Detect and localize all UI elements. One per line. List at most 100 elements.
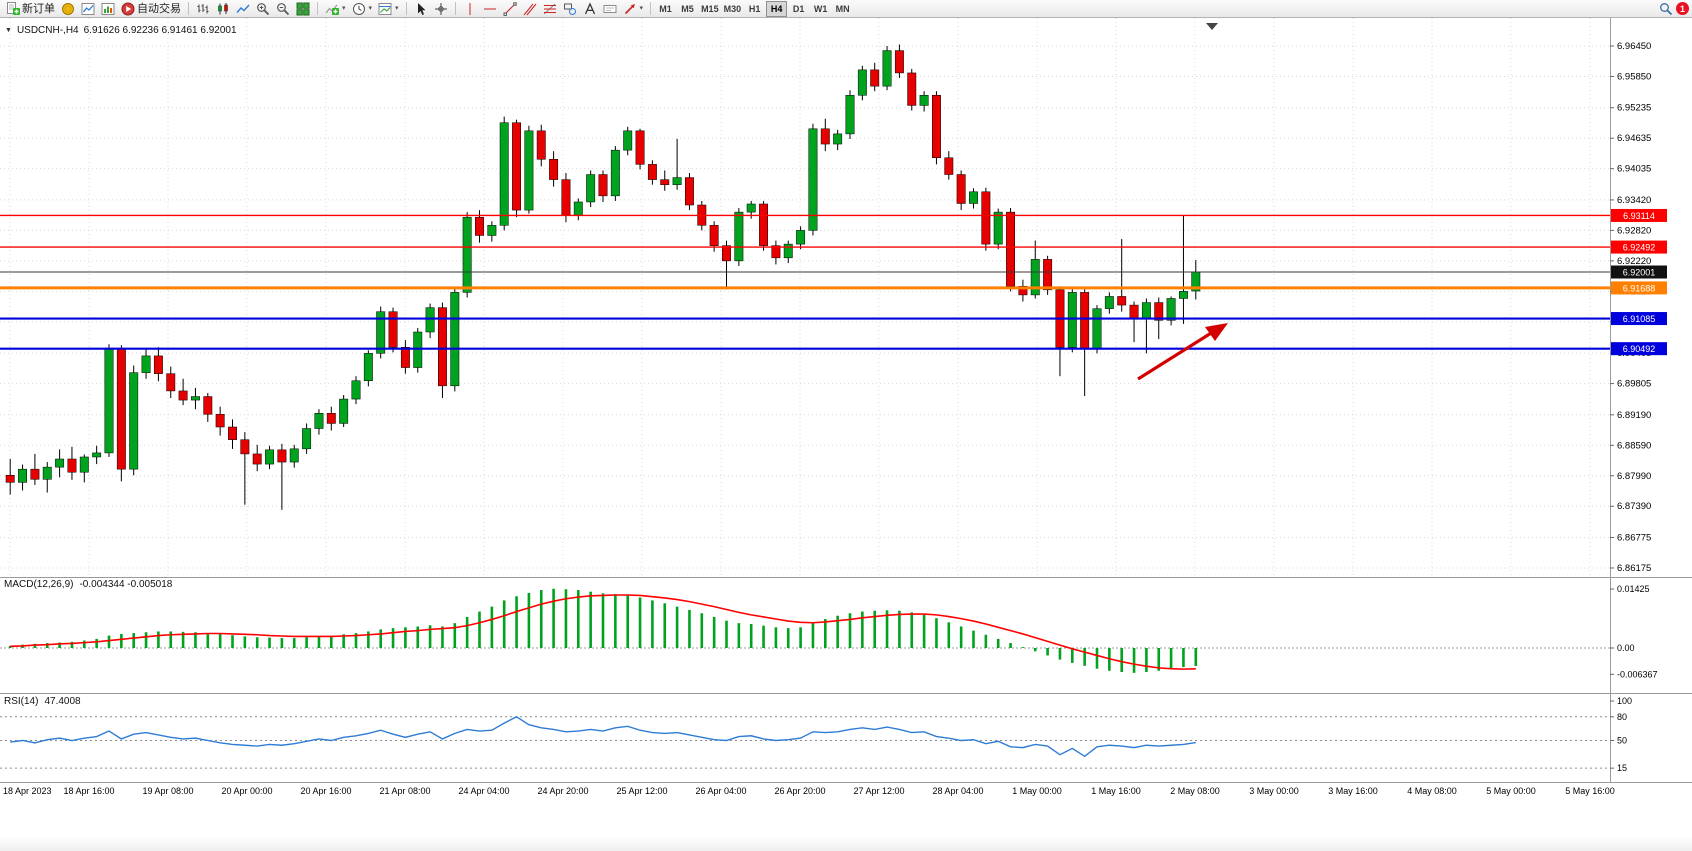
chart-menu-icon[interactable]: ▼ [5, 27, 12, 34]
channel-tool-button[interactable] [520, 1, 540, 17]
line-chart-type-button[interactable] [233, 1, 253, 17]
svg-text:100: 100 [1617, 696, 1632, 706]
svg-text:1 May 16:00: 1 May 16:00 [1091, 786, 1141, 796]
svg-text:26 Apr 04:00: 26 Apr 04:00 [695, 786, 746, 796]
chart-canvas[interactable]: 6.96450 6.95850 6.95235 6.94635 6.94035 6.934… [0, 18, 1692, 800]
cursor-button[interactable] [411, 1, 431, 17]
svg-text:19 Apr 08:00: 19 Apr 08:00 [142, 786, 193, 796]
timeframe-mn-button[interactable]: MN [832, 1, 853, 17]
cursor-icon [414, 2, 428, 16]
svg-text:6.93114: 6.93114 [1623, 211, 1655, 221]
toolbar-separator [188, 2, 189, 15]
templates-button[interactable]: ▾ [375, 1, 402, 17]
channel-icon [523, 2, 537, 16]
text-tool-icon [583, 1, 597, 16]
terminal-button[interactable] [98, 1, 118, 17]
svg-text:20 Apr 16:00: 20 Apr 16:00 [300, 786, 351, 796]
trendline-tool-button[interactable] [500, 1, 520, 17]
crosshair-icon [434, 2, 448, 16]
auto-trading-label: 自动交易 [137, 2, 181, 15]
svg-text:3 May 16:00: 3 May 16:00 [1328, 786, 1378, 796]
indicators-button[interactable]: ▾ [322, 1, 349, 17]
crosshair-button[interactable] [431, 1, 451, 17]
svg-text:-0.006367: -0.006367 [1617, 669, 1658, 679]
timeframe-m5-button[interactable]: M5 [677, 1, 698, 17]
chart-shift-marker [1206, 23, 1218, 30]
text-label-tool-button[interactable] [600, 1, 620, 17]
tile-windows-icon [296, 2, 310, 16]
price-axis[interactable]: 6.96450 6.95850 6.95235 6.94635 6.94035 6.934… [1610, 41, 1667, 574]
indicators-icon [325, 2, 339, 16]
timeframe-d1-button[interactable]: D1 [788, 1, 809, 17]
zoom-in-button[interactable] [253, 1, 273, 17]
time-axis[interactable]: 18 Apr 2023 18 Apr 16:00 19 Apr 08:00 20 Ap… [3, 786, 1615, 796]
caret-down-icon: ▾ [342, 4, 346, 12]
svg-text:27 Apr 12:00: 27 Apr 12:00 [853, 786, 904, 796]
svg-text:6.95235: 6.95235 [1617, 103, 1651, 114]
svg-text:6.96450: 6.96450 [1617, 41, 1651, 52]
zoom-out-button[interactable] [273, 1, 293, 17]
timeframe-m1-button[interactable]: M1 [655, 1, 676, 17]
search-icon [1659, 2, 1673, 16]
navigator-button[interactable] [78, 1, 98, 17]
search-button[interactable] [1656, 1, 1676, 17]
timeframe-h1-button[interactable]: H1 [744, 1, 765, 17]
fibonacci-tool-button[interactable] [540, 1, 560, 17]
new-order-button[interactable]: 新订单 [3, 1, 58, 17]
line-chart-type-icon [236, 2, 250, 16]
svg-text:24 Apr 20:00: 24 Apr 20:00 [537, 786, 588, 796]
arrow-annotation [1137, 323, 1228, 381]
arrows-tool-button[interactable]: ▾ [620, 1, 647, 17]
zoom-in-icon [256, 2, 270, 16]
timeframe-group: M1 M5 M15 M30 H1 H4 D1 W1 MN [655, 0, 853, 17]
svg-text:25 Apr 12:00: 25 Apr 12:00 [616, 786, 667, 796]
shapes-tool-button[interactable] [560, 1, 580, 17]
timeframe-m30-button[interactable]: M30 [722, 1, 744, 17]
svg-text:15: 15 [1617, 763, 1627, 773]
svg-text:80: 80 [1617, 712, 1627, 722]
svg-text:28 Apr 04:00: 28 Apr 04:00 [932, 786, 983, 796]
auto-trading-icon [121, 2, 135, 16]
svg-text:20 Apr 00:00: 20 Apr 00:00 [221, 786, 272, 796]
arrow-tool-icon [623, 2, 637, 16]
svg-text:18 Apr 16:00: 18 Apr 16:00 [63, 786, 114, 796]
notification-badge[interactable]: 1 [1676, 2, 1689, 15]
svg-text:1 May 00:00: 1 May 00:00 [1012, 786, 1062, 796]
svg-text:5 May 00:00: 5 May 00:00 [1486, 786, 1536, 796]
chart-window[interactable]: 6.96450 6.95850 6.95235 6.94635 6.94035 6.934… [0, 18, 1692, 800]
bar-chart-type-button[interactable] [193, 1, 213, 17]
svg-text:26 Apr 20:00: 26 Apr 20:00 [774, 786, 825, 796]
caret-down-icon: ▾ [639, 4, 644, 12]
market-watch-button[interactable] [58, 1, 78, 17]
svg-text:6.86775: 6.86775 [1617, 532, 1651, 543]
text-tool-button[interactable] [580, 1, 600, 17]
macd-panel [0, 588, 1610, 673]
vertical-line-tool-button[interactable] [460, 1, 480, 17]
svg-text:6.90492: 6.90492 [1623, 344, 1656, 354]
new-order-label: 新订单 [22, 2, 55, 15]
svg-text:6.91688: 6.91688 [1623, 283, 1656, 293]
timeframe-w1-button[interactable]: W1 [810, 1, 831, 17]
horizontal-line-tool-button[interactable] [480, 1, 500, 17]
auto-trading-button[interactable]: 自动交易 [118, 1, 184, 17]
vertical-line-icon [463, 2, 477, 16]
bar-chart-type-icon [196, 2, 210, 16]
svg-text:4 May 08:00: 4 May 08:00 [1407, 786, 1457, 796]
svg-text:6.89805: 6.89805 [1617, 379, 1651, 390]
navigator-icon [81, 2, 95, 16]
svg-text:21 Apr 08:00: 21 Apr 08:00 [379, 786, 430, 796]
svg-text:6.95850: 6.95850 [1617, 71, 1651, 82]
candlestick-type-icon [216, 2, 230, 16]
svg-text:6.92820: 6.92820 [1617, 225, 1651, 236]
tile-windows-button[interactable] [293, 1, 313, 17]
candlestick-type-button[interactable] [213, 1, 233, 17]
timeframe-m15-button[interactable]: M15 [699, 1, 721, 17]
svg-text:2 May 08:00: 2 May 08:00 [1170, 786, 1220, 796]
horizontal-line-icon [483, 2, 497, 16]
timeframe-h4-button[interactable]: H4 [766, 0, 788, 17]
macd-axis[interactable]: 0.01425 0.00 -0.006367 [1610, 584, 1658, 679]
svg-text:6.88590: 6.88590 [1617, 440, 1651, 451]
rsi-axis[interactable]: 100 80 50 15 [1610, 696, 1632, 773]
svg-text:6.91085: 6.91085 [1623, 314, 1656, 324]
periods-button[interactable]: ▾ [349, 1, 376, 17]
